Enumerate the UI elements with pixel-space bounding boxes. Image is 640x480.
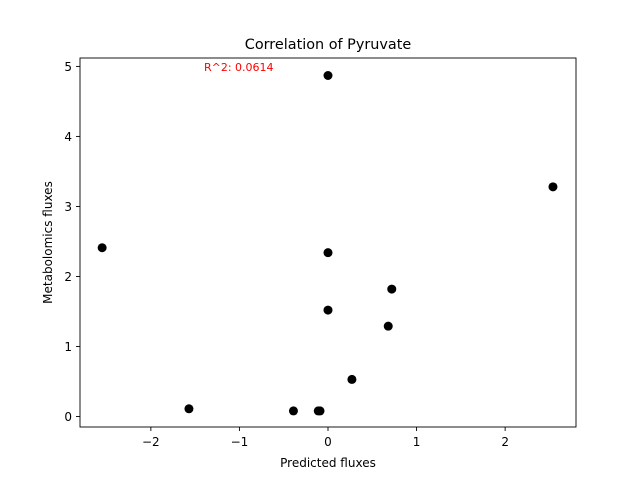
r-squared-annotation: R^2: 0.0614 bbox=[204, 61, 274, 74]
x-axis-label: Predicted fluxes bbox=[280, 456, 376, 470]
y-tick-label: 2 bbox=[64, 270, 72, 284]
data-point bbox=[323, 248, 333, 258]
data-point bbox=[323, 71, 333, 81]
y-tick-label: 0 bbox=[64, 410, 72, 424]
x-tick-label: −2 bbox=[142, 435, 160, 449]
x-tick-label: 2 bbox=[501, 435, 509, 449]
data-point bbox=[323, 305, 333, 315]
axes-frame bbox=[79, 57, 577, 428]
data-point bbox=[548, 182, 558, 192]
y-tick-label: 3 bbox=[64, 200, 72, 214]
data-point bbox=[383, 321, 393, 331]
y-tick-label: 5 bbox=[64, 60, 72, 74]
chart-title: Correlation of Pyruvate bbox=[245, 37, 412, 53]
x-tick-label: 1 bbox=[413, 435, 421, 449]
x-tick-label: 0 bbox=[324, 435, 332, 449]
data-point bbox=[184, 404, 194, 414]
y-axis-label: Metabolomics fluxes bbox=[41, 181, 55, 304]
y-tick-label: 1 bbox=[64, 340, 72, 354]
y-tick-label: 4 bbox=[64, 130, 72, 144]
data-point bbox=[315, 406, 325, 416]
x-tick-label: −1 bbox=[231, 435, 249, 449]
data-point bbox=[347, 374, 357, 384]
data-point bbox=[97, 243, 107, 253]
plot-area: −2 −1 0 1 2 0 1 2 3 4 5 bbox=[64, 60, 558, 449]
data-point bbox=[288, 406, 298, 416]
data-point bbox=[387, 284, 397, 294]
